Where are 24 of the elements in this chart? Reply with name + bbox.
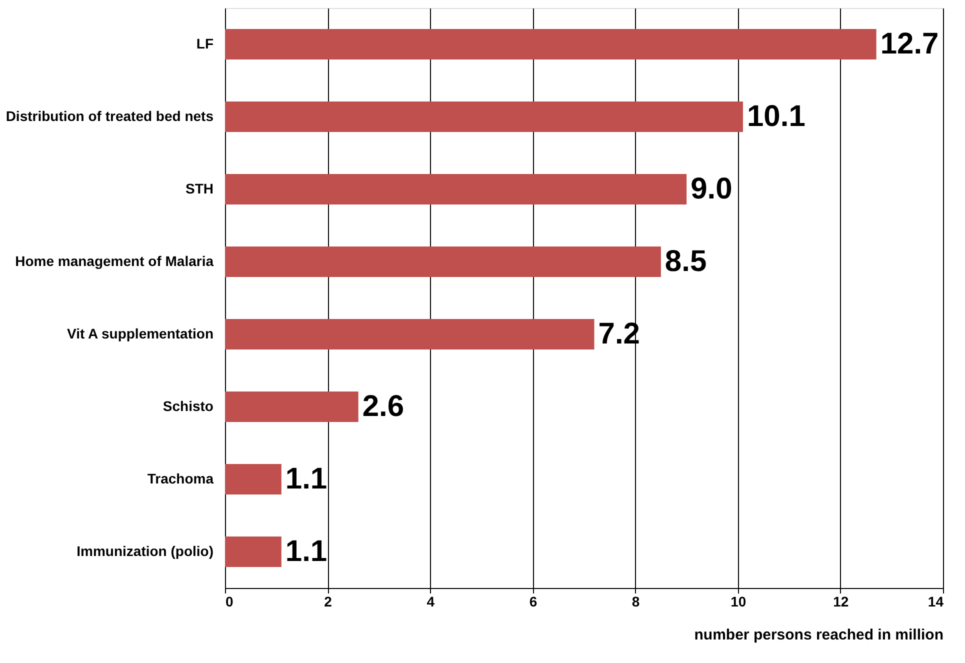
y-tick-label: LF: [196, 35, 214, 52]
x-tick-label: 10: [730, 594, 746, 610]
x-tick-label: 2: [324, 594, 332, 610]
x-axis-title: number persons reached in million: [694, 626, 944, 644]
data-label: 2.6: [362, 390, 404, 423]
data-label: 10.1: [746, 100, 806, 133]
x-tick-label: 4: [426, 594, 435, 610]
x-tick-label: 12: [833, 594, 849, 610]
x-tick-label: 8: [632, 594, 640, 610]
data-label: 9.0: [690, 172, 732, 206]
data-label: 1.1: [285, 534, 328, 568]
y-tick-label: Distribution of treated bed nets: [6, 108, 214, 124]
y-tick-label: STH: [186, 180, 214, 196]
y-tick-label: Schisto: [162, 398, 214, 414]
y-tick-label: Home management of Malaria: [15, 252, 214, 269]
y-tick-label: Vit A supplementation: [67, 325, 214, 342]
x-tick-label: 14: [928, 594, 944, 610]
y-tick-label: Immunization (polio): [76, 542, 214, 559]
data-label: 12.7: [880, 27, 939, 60]
x-tick-label: 0: [226, 594, 234, 610]
y-tick-label: Trachoma: [147, 470, 214, 486]
x-tick-label: 6: [529, 594, 538, 610]
data-label: 8.5: [664, 244, 707, 278]
data-label: 1.1: [285, 462, 328, 496]
